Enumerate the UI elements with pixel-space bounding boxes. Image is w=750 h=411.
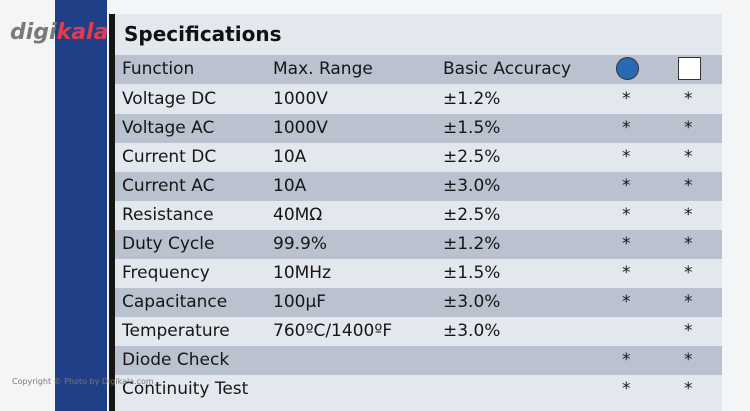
- table-cell: *: [622, 350, 631, 370]
- table-cell: 1000V: [273, 118, 328, 138]
- table-cell: *: [622, 176, 631, 196]
- table-cell: Frequency: [122, 263, 210, 283]
- table-row: Resistance 40MΩ ±2.5% * *: [115, 201, 722, 230]
- table-cell: Current DC: [122, 147, 217, 167]
- table-cell: ±2.5%: [443, 205, 501, 225]
- table-cell: 99.9%: [273, 234, 328, 254]
- table-cell: 10MHz: [273, 263, 332, 283]
- logo-part: digi: [10, 20, 57, 45]
- table-cell: 40MΩ: [273, 205, 323, 225]
- table-cell: *: [622, 292, 631, 312]
- table-cell: *: [622, 234, 631, 254]
- table-cell: Resistance: [122, 205, 214, 225]
- table-cell: *: [622, 147, 631, 167]
- header-row: Function Max. Range Basic Accuracy: [115, 55, 722, 84]
- table-cell: 760ºC/1400ºF: [273, 321, 393, 341]
- table-cell: ±1.2%: [443, 89, 501, 109]
- table-cell: 1000V: [273, 89, 328, 109]
- table-cell: *: [684, 176, 693, 196]
- table-cell: *: [622, 89, 631, 109]
- blue-band: [55, 0, 107, 411]
- table-cell: *: [684, 118, 693, 138]
- table-cell: ±1.2%: [443, 234, 501, 254]
- table-cell: ±3.0%: [443, 176, 501, 196]
- watermark: Copyright © Photo by Digikala.com: [12, 377, 154, 386]
- table-title: Specifications: [124, 22, 282, 46]
- table-cell: ±2.5%: [443, 147, 501, 167]
- table-cell: *: [684, 89, 693, 109]
- table-cell: Capacitance: [122, 292, 228, 312]
- table-row: Current DC 10A ±2.5% * *: [115, 143, 722, 172]
- table-cell: *: [684, 292, 693, 312]
- table-row: Capacitance 100µF ±3.0% * *: [115, 288, 722, 317]
- table-cell: Function: [122, 59, 195, 79]
- table-cell: *: [684, 350, 693, 370]
- table-row: Current AC 10A ±3.0% * *: [115, 172, 722, 201]
- table-cell: *: [622, 118, 631, 138]
- table-row: Continuity Test * *: [115, 375, 722, 404]
- table-cell: *: [622, 205, 631, 225]
- table-cell: 100µF: [273, 292, 327, 312]
- table-cell: *: [622, 263, 631, 283]
- table-cell: Current AC: [122, 176, 215, 196]
- icon-circle: [616, 57, 639, 80]
- table-cell: Voltage DC: [122, 89, 217, 109]
- table-cell: 10A: [273, 176, 307, 196]
- table-row: Temperature 760ºC/1400ºF ±3.0% *: [115, 317, 722, 346]
- table-cell: Voltage AC: [122, 118, 215, 138]
- table-cell: ±1.5%: [443, 263, 501, 283]
- table-cell: Duty Cycle: [122, 234, 215, 254]
- table-row: Diode Check * *: [115, 346, 722, 375]
- logo: digikala: [10, 20, 108, 45]
- table-cell: *: [684, 147, 693, 167]
- table-cell: *: [622, 379, 631, 399]
- table-cell: ±1.5%: [443, 118, 501, 138]
- table-cell: *: [684, 321, 693, 341]
- table-cell: ±3.0%: [443, 292, 501, 312]
- table-row: Voltage DC 1000V ±1.2% * *: [115, 85, 722, 114]
- table-cell: Continuity Test: [122, 379, 249, 399]
- table-row: Duty Cycle 99.9% ±1.2% * *: [115, 230, 722, 259]
- logo-part: kala: [56, 20, 109, 45]
- table-cell: *: [684, 205, 693, 225]
- table-row: Voltage AC 1000V ±1.5% * *: [115, 114, 722, 143]
- table-cell: *: [684, 234, 693, 254]
- table-cell: ±3.0%: [443, 321, 501, 341]
- table-cell: Basic Accuracy: [443, 59, 572, 79]
- table-cell: *: [684, 263, 693, 283]
- icon-square: [678, 57, 701, 80]
- table-row: Frequency 10MHz ±1.5% * *: [115, 259, 722, 288]
- table-cell: 10A: [273, 147, 307, 167]
- table-cell: Max. Range: [273, 59, 373, 79]
- table-cell: *: [684, 379, 693, 399]
- table-cell: Diode Check: [122, 350, 230, 370]
- table-cell: Temperature: [122, 321, 230, 341]
- divider: [109, 14, 115, 411]
